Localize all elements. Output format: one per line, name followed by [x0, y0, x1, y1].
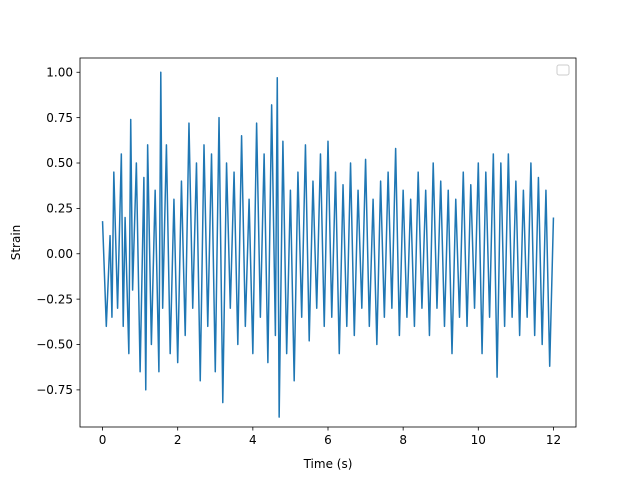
y-tick-label: −0.25	[36, 292, 73, 306]
x-tick-label: 4	[249, 433, 257, 447]
x-tick-label: 2	[174, 433, 182, 447]
y-axis: −0.75 −0.50 −0.25 0.00 0.25 0.50 0.75 1.00	[36, 65, 80, 397]
legend-box[interactable]	[556, 64, 570, 76]
y-axis-label: Strain	[9, 225, 23, 261]
y-tick-label: 0.00	[46, 247, 73, 261]
x-tick-label: 8	[399, 433, 407, 447]
y-tick-label: −0.75	[36, 383, 73, 397]
series-line-0	[101, 71, 555, 418]
y-tick-label: 1.00	[46, 65, 73, 79]
y-tick-label: −0.50	[36, 338, 73, 352]
x-axis-label: Time (s)	[303, 457, 353, 471]
y-tick-label: 0.50	[46, 156, 73, 170]
y-tick-label: 0.25	[46, 202, 73, 216]
x-tick-label: 10	[471, 433, 486, 447]
x-tick-label: 12	[546, 433, 561, 447]
x-axis: 0 2 4 6 8 10 12	[99, 427, 561, 447]
x-tick-label: 0	[99, 433, 107, 447]
plot-area	[101, 71, 555, 418]
y-tick-label: 0.75	[46, 111, 73, 125]
axes-frame	[79, 57, 577, 428]
x-tick-label: 6	[324, 433, 332, 447]
